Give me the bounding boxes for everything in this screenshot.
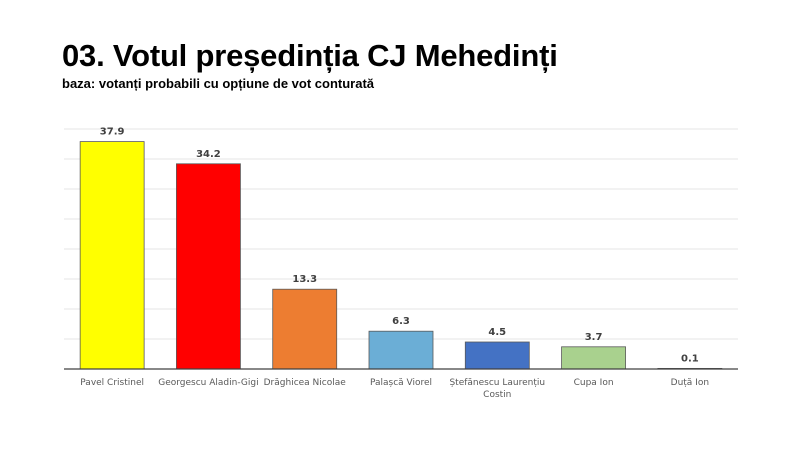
grid-lines <box>64 128 738 340</box>
data-label: 0.1 <box>681 353 699 364</box>
category-label: Cupa Ion <box>574 378 614 388</box>
bar <box>561 346 626 370</box>
category-label: Palașcă Viorel <box>370 378 432 388</box>
data-label: 13.3 <box>292 274 317 285</box>
category-label: Duță Ion <box>671 378 709 388</box>
bar <box>79 141 145 370</box>
category-label: Drăghicea Nicolae <box>264 378 347 388</box>
bar <box>464 341 530 370</box>
bar <box>368 330 434 370</box>
data-labels: 37.9 34.2 13.3 6.3 4.5 3.7 0.1 <box>100 127 699 365</box>
category-label: Georgescu Aladin-Gigi <box>158 378 258 388</box>
data-label: 37.9 <box>100 127 125 138</box>
bars <box>79 141 723 370</box>
chart-title: 03. Votul președinția CJ Mehedinți <box>62 38 558 73</box>
chart-subtitle: baza: votanți probabili cu opțiune de vo… <box>62 76 375 91</box>
category-label: Ștefănescu Laurențiu <box>449 378 545 388</box>
data-label: 34.2 <box>196 149 221 160</box>
data-label: 4.5 <box>488 327 506 338</box>
bar <box>272 288 338 370</box>
bar <box>176 163 241 370</box>
data-label: 3.7 <box>585 332 603 343</box>
data-label: 6.3 <box>392 316 410 327</box>
category-label: Costin <box>483 390 511 400</box>
category-labels: Pavel Cristinel Georgescu Aladin-Gigi Drăg… <box>80 378 709 400</box>
category-label: Pavel Cristinel <box>80 378 144 388</box>
